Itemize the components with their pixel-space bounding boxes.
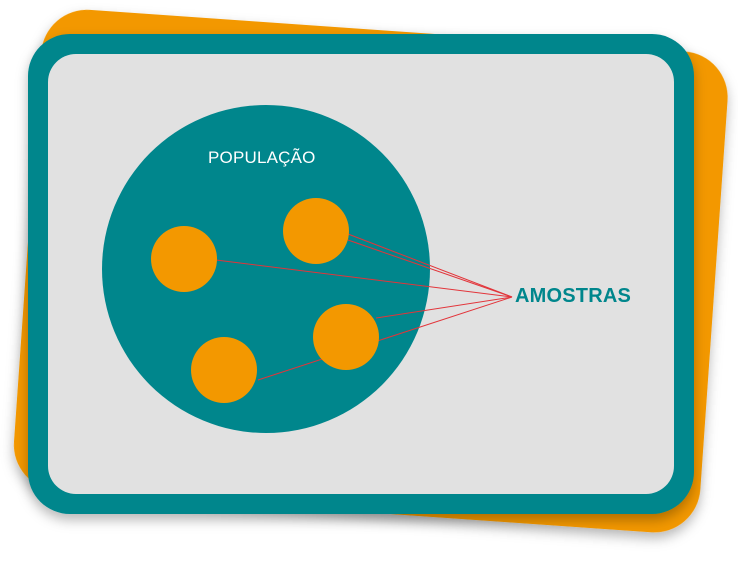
connector-line (375, 296, 513, 319)
sample-circle (313, 304, 379, 370)
connector-line (215, 259, 513, 298)
connector-line (347, 239, 513, 298)
sample-circle (283, 198, 349, 264)
samples-label: AMOSTRAS (515, 285, 632, 307)
connector-line (347, 233, 513, 298)
connector-lines (215, 233, 513, 381)
population-label: POPULAÇÃO (208, 148, 316, 167)
connector-line (257, 296, 513, 381)
sample-circle (151, 226, 217, 292)
sample-circle (191, 337, 257, 403)
